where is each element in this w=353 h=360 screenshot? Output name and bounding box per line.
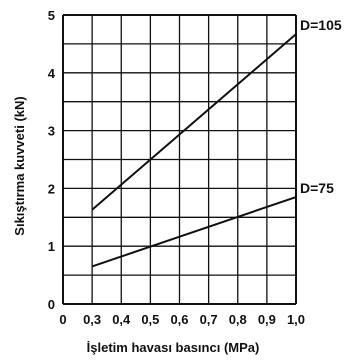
x-tick-label: 0,9 [258,312,276,327]
y-tick-label: 5 [48,8,55,23]
grid [62,14,297,305]
x-tick-label: 0,3 [83,312,101,327]
x-axis-title: İşletim havası basıncı (MPa) [87,340,260,355]
x-tick-label: 0,4 [112,312,131,327]
x-tick-label: 0,6 [170,312,188,327]
x-tick-label: 0,5 [141,312,159,327]
y-axis-title: Sıkıştırma kuvveti (kN) [12,96,27,235]
series-label: D=105 [300,17,342,33]
y-tick-label: 0 [48,297,55,312]
y-tick-label: 2 [48,181,55,196]
series-line [91,196,297,268]
tick-labels: 0 0,3 0,4 0,5 0,6 0,7 0,8 0,9 1,0 0 1 2 3 4 5 [48,8,305,327]
x-tick-label: 1,0 [287,312,305,327]
y-tick-label: 1 [48,239,55,254]
x-tick-label: 0 [59,312,66,327]
x-tick-label: 0,8 [229,312,247,327]
series-line [91,33,297,211]
y-tick-label: 3 [48,124,55,139]
series-lines: D=105 D=75 [91,17,342,268]
y-tick-label: 4 [48,66,56,81]
series-label: D=75 [300,180,334,196]
x-tick-label: 0,7 [200,312,218,327]
